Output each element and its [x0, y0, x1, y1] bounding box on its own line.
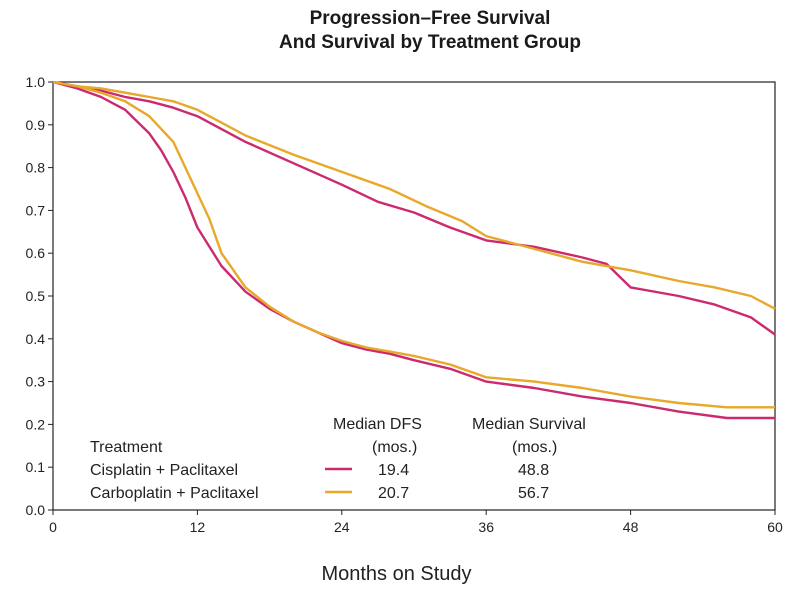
- series-line-pfs-carboplatin-paclitaxel: [52, 80, 775, 409]
- legend-row-dfs: 19.4: [378, 462, 409, 479]
- legend-row-name: Cisplatin + Paclitaxel: [90, 462, 238, 479]
- y-tick-label: 0.6: [26, 245, 46, 261]
- x-tick-label: 0: [49, 519, 57, 535]
- chart-title: Progression–Free Survival: [309, 8, 551, 29]
- x-tick-label: 60: [767, 519, 783, 535]
- series-line-survival-cisplatin-paclitaxel: [52, 80, 776, 336]
- legend-header: Treatment: [90, 439, 163, 456]
- chart-subtitle: And Survival by Treatment Group: [279, 32, 581, 53]
- chart-axes: 0.0 0.1 0.2 0.3 0.4 0.5 0.6 0.7 0.8 0.9 1.0 0 12 24 36…: [26, 74, 783, 535]
- legend-row-name: Carboplatin + Paclitaxel: [90, 485, 259, 502]
- series-layer: [52, 80, 776, 420]
- y-tick-label: 0.1: [26, 459, 46, 475]
- legend-col1-header-line2: (mos.): [372, 439, 417, 456]
- x-tick-label: 12: [190, 519, 206, 535]
- legend-row-dfs: 20.7: [378, 485, 409, 502]
- y-tick-label: 0.3: [26, 374, 46, 390]
- x-tick-label: 24: [334, 519, 350, 535]
- legend-col1-header-line1: Median DFS: [333, 416, 422, 433]
- y-tick-label: 0.7: [26, 202, 46, 218]
- x-tick-label: 36: [478, 519, 494, 535]
- x-tick-label: 48: [623, 519, 639, 535]
- x-axis-label: Months on Study: [321, 563, 472, 585]
- legend-col2-header-line2: (mos.): [512, 439, 557, 456]
- legend: Median DFS (mos.) Median Survival (mos.)…: [90, 416, 586, 502]
- series-line-survival-carboplatin-paclitaxel: [52, 80, 776, 310]
- legend-row-survival: 48.8: [518, 462, 549, 479]
- legend-row-survival: 56.7: [518, 485, 549, 502]
- legend-col2-header-line1: Median Survival: [472, 416, 586, 433]
- y-tick-label: 0.8: [26, 160, 46, 176]
- series-line-pfs-cisplatin-paclitaxel: [52, 80, 775, 420]
- y-tick-label: 0.5: [26, 288, 46, 304]
- y-tick-label: 0.4: [26, 331, 46, 347]
- y-tick-label: 0.0: [26, 502, 46, 518]
- y-tick-label: 0.9: [26, 117, 46, 133]
- y-tick-label: 0.2: [26, 416, 46, 432]
- y-tick-label: 1.0: [26, 74, 46, 90]
